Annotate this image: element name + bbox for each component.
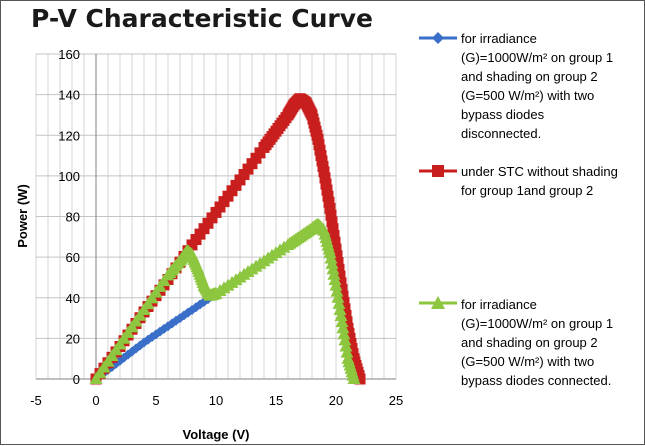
data-point-red xyxy=(322,190,334,202)
legend-line: under STC without shading xyxy=(461,164,618,179)
data-point-red xyxy=(333,263,345,275)
data-point-red xyxy=(336,284,348,296)
data-point-red xyxy=(335,277,347,289)
legend-line: bypass diodes xyxy=(461,107,545,122)
data-point-red xyxy=(339,303,351,315)
legend-line: (G)=1000W/m² on group 1 xyxy=(461,50,614,65)
data-point-red xyxy=(323,196,335,208)
data-point-green xyxy=(335,315,349,328)
data-point-green xyxy=(329,278,343,291)
legend-line: (G=500 W/m²) with two xyxy=(461,354,595,369)
data-point-red xyxy=(328,229,340,241)
y-tick-label: 140 xyxy=(58,88,80,103)
data-point-green xyxy=(325,256,339,269)
legend-marker-red-square xyxy=(419,165,457,177)
data-point-green xyxy=(338,333,352,346)
legend-line: for irradiance xyxy=(461,31,537,46)
data-point-green xyxy=(347,372,361,384)
legend-line: for group 1and group 2 xyxy=(461,183,594,198)
data-point-green xyxy=(332,296,346,309)
data-point-green xyxy=(324,251,338,264)
data-point-red xyxy=(340,309,352,321)
legend-marker-green-triangle xyxy=(419,296,457,309)
legend-line: and shading on group 2 xyxy=(461,335,598,350)
data-point-red xyxy=(332,257,344,269)
data-point-green xyxy=(327,267,341,280)
data-point-red xyxy=(325,209,337,221)
x-tick-label: 5 xyxy=(152,393,159,408)
y-tick-label: 0 xyxy=(73,372,80,387)
y-tick-label: 120 xyxy=(58,128,80,143)
legend-label-series-3: for irradiance (G)=1000W/m² on group 1 a… xyxy=(461,295,645,390)
legend-line: bypass diodes connected. xyxy=(461,373,612,388)
chart-title: P-V Characteristic Curve xyxy=(31,4,373,33)
data-point-green xyxy=(330,284,344,297)
data-point-green xyxy=(340,345,354,358)
legend-label-series-2: under STC without shading for group 1and… xyxy=(461,162,645,200)
y-tick-label: 40 xyxy=(66,291,80,306)
legend-label-series-1: for irradiance (G)=1000W/m² on group 1 a… xyxy=(461,29,645,143)
data-point-red xyxy=(354,373,366,385)
data-point-red xyxy=(319,172,331,184)
x-tick-label: 10 xyxy=(209,393,223,408)
legend-line: (G=500 W/m²) with two xyxy=(461,88,595,103)
data-point-green xyxy=(328,273,342,286)
data-point-red xyxy=(341,316,353,328)
data-point-red xyxy=(330,243,342,255)
data-point-red xyxy=(318,166,330,178)
x-tick-label: 15 xyxy=(269,393,283,408)
data-point-green xyxy=(339,339,353,352)
legend-line: and shading on group 2 xyxy=(461,69,598,84)
data-point-green xyxy=(326,262,340,275)
x-axis-title: Voltage (V) xyxy=(183,427,250,442)
y-tick-label: 100 xyxy=(58,169,80,184)
legend-line: (G)=1000W/m² on group 1 xyxy=(461,316,614,331)
data-point-green xyxy=(334,309,348,322)
x-tick-label: 25 xyxy=(389,393,403,408)
legend-line: disconnected. xyxy=(461,126,542,141)
data-point-red xyxy=(331,250,343,262)
y-tick-label: 160 xyxy=(58,47,80,62)
legend-marker-blue-diamond xyxy=(419,32,457,44)
data-point-red xyxy=(324,202,336,214)
data-point-green xyxy=(333,302,347,315)
y-tick-label: 20 xyxy=(66,331,80,346)
data-point-green xyxy=(336,321,350,334)
data-point-green xyxy=(337,327,351,340)
data-point-green xyxy=(331,290,345,303)
data-point-red xyxy=(321,184,333,196)
data-point-red xyxy=(320,178,332,190)
x-tick-label: 20 xyxy=(329,393,343,408)
data-point-red xyxy=(334,270,346,282)
data-point-red xyxy=(329,236,341,248)
x-tick-label: 0 xyxy=(92,393,99,408)
data-point-red xyxy=(326,216,338,228)
y-tick-label: 60 xyxy=(66,250,80,265)
x-tick-label: -5 xyxy=(30,393,42,408)
legend-line: for irradiance xyxy=(461,297,537,312)
y-axis-title: Power (W) xyxy=(15,184,30,248)
y-tick-label: 80 xyxy=(66,210,80,225)
data-point-red xyxy=(327,223,339,235)
data-point-green xyxy=(323,246,337,259)
